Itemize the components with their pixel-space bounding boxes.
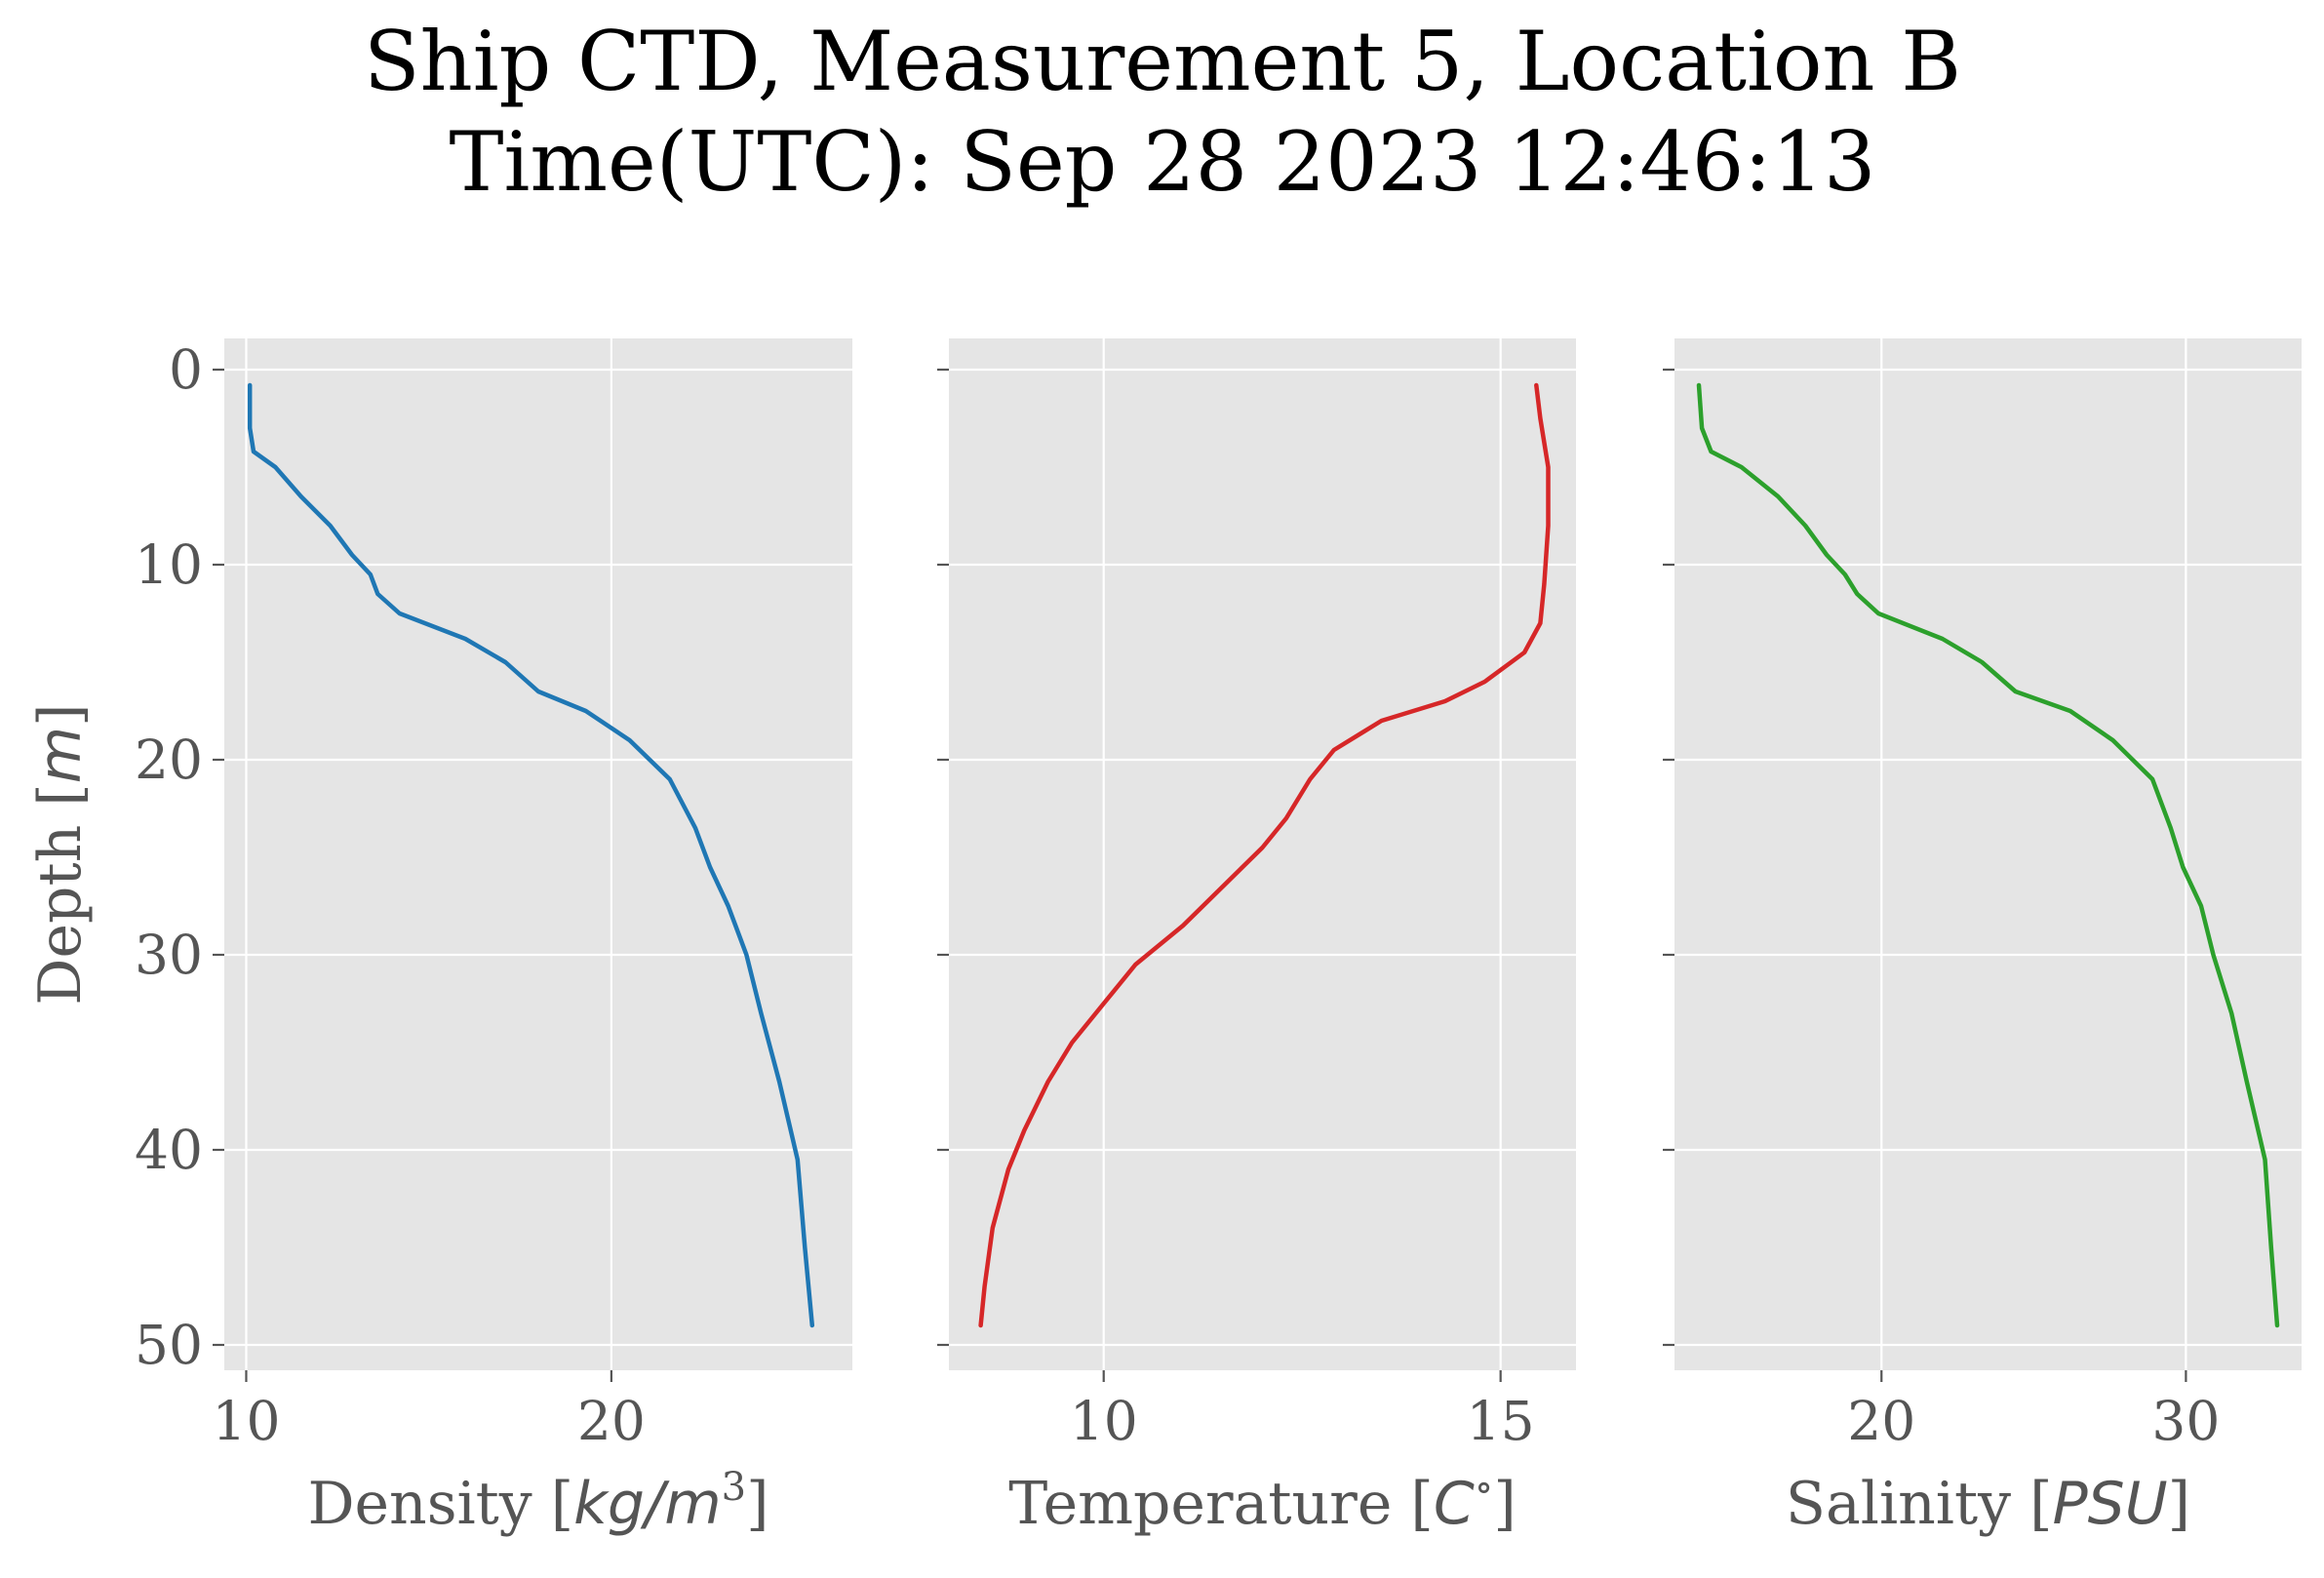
x-axis-label-bracket: ] xyxy=(746,1470,768,1538)
x-axis-label-superscript: ∘ xyxy=(1475,1465,1494,1510)
x-tick-label-20: 20 xyxy=(1847,1390,1915,1452)
x-tick-label-10: 10 xyxy=(1070,1390,1138,1452)
plot-area xyxy=(224,338,852,1370)
y-tick-label-20: 20 xyxy=(135,729,203,791)
x-axis-label-unit: PSU xyxy=(2052,1470,2167,1538)
y-tick-label-0: 0 xyxy=(169,338,203,401)
x-axis-label-bracket: ] xyxy=(1493,1470,1516,1538)
x-tick-label-10: 10 xyxy=(212,1390,280,1452)
x-tick-label-15: 15 xyxy=(1467,1390,1535,1452)
y-tick-label-30: 30 xyxy=(135,924,203,986)
x-axis-label-text: Temperature [ xyxy=(1008,1470,1434,1538)
figure-title-line2: Time(UTC): Sep 28 2023 12:46:13 xyxy=(450,114,1876,210)
series-line-1 xyxy=(1696,382,2280,1328)
y-tick-label-50: 50 xyxy=(135,1314,203,1376)
x-axis-label: Density [kg/m3] xyxy=(307,1465,768,1538)
x-axis-label-text: Density [ xyxy=(307,1470,573,1538)
series-line-1 xyxy=(978,382,1551,1328)
y-axis-label-text: Depth [ xyxy=(26,783,95,1005)
x-axis-label-unit: C xyxy=(1434,1470,1475,1538)
axes-panel-3: 20 30 Salinity [PSU] xyxy=(1663,338,2302,1538)
y-axis-label-unit: m xyxy=(26,727,95,783)
y-axis-label: Depth [m] xyxy=(26,703,95,1005)
x-axis-label-text: Salinity [ xyxy=(1786,1470,2053,1538)
x-tick-label-30: 30 xyxy=(2151,1390,2220,1452)
y-tick-label-40: 40 xyxy=(135,1119,203,1181)
axes-panel-2: 10 15 Temperature [C∘] xyxy=(937,338,1576,1538)
plot-area xyxy=(949,338,1576,1370)
x-axis-label: Temperature [C∘] xyxy=(1008,1465,1517,1538)
x-tick-label-20: 20 xyxy=(577,1390,646,1452)
x-axis-label-superscript: 3 xyxy=(722,1465,746,1510)
x-axis-label-unit: kg/m xyxy=(573,1470,722,1538)
y-tick-label-10: 10 xyxy=(135,533,203,596)
figure-title-line1: Ship CTD, Measurement 5, Location B xyxy=(364,14,1961,109)
y-axis-label-bracket: ] xyxy=(26,703,95,726)
plot-area xyxy=(1674,338,2302,1370)
x-axis-label-bracket: ] xyxy=(2168,1470,2190,1538)
x-axis-label: Salinity [PSU] xyxy=(1786,1470,2190,1538)
series-line-1 xyxy=(247,382,815,1328)
